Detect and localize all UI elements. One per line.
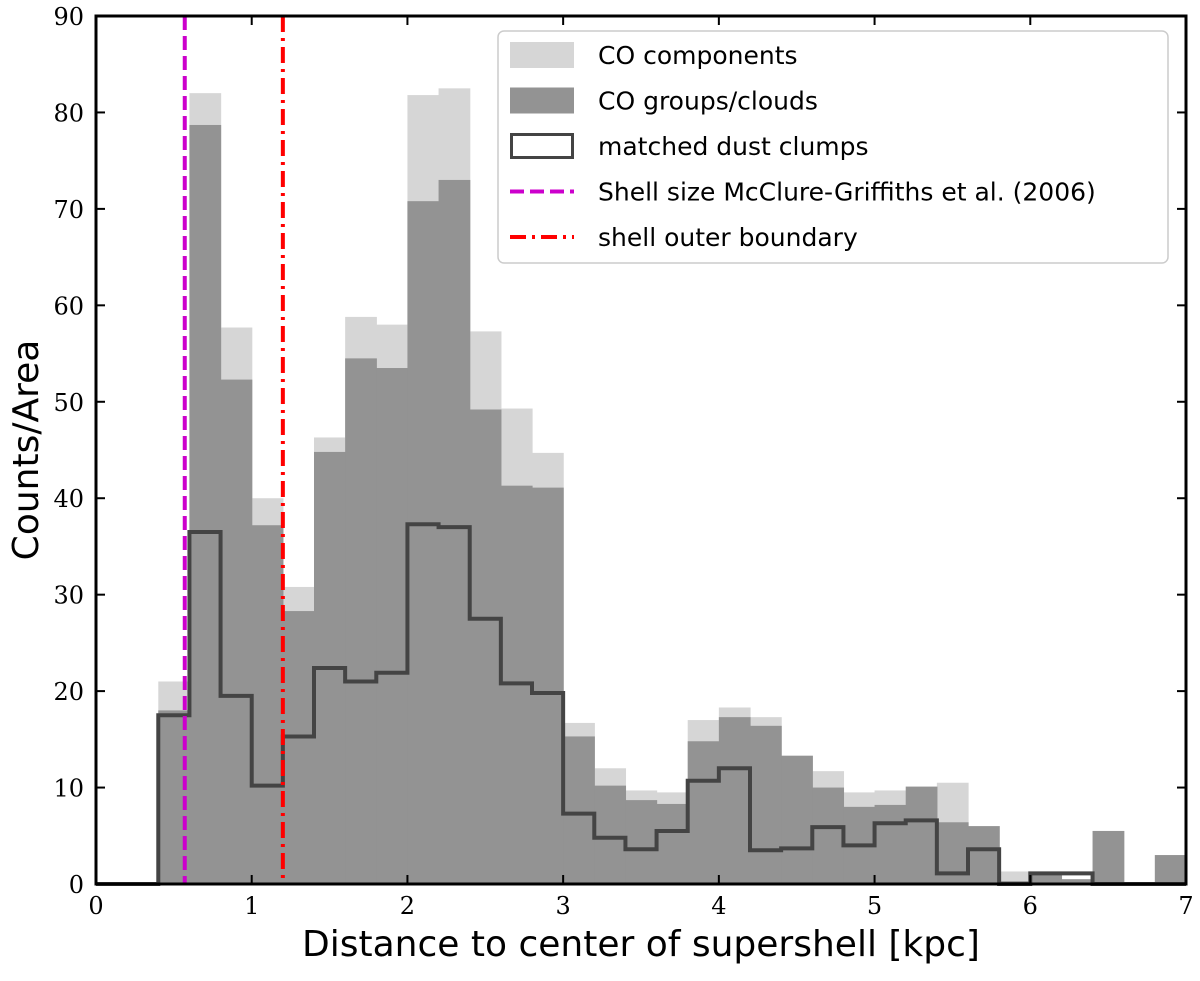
x-tick-label: 0 [88, 892, 103, 920]
y-tick-label: 60 [53, 292, 84, 320]
legend-handle-patch [510, 87, 574, 114]
y-tick-label: 10 [53, 775, 84, 803]
legend: CO components CO groups/clouds matched dus… [497, 30, 1169, 264]
bar-co-groups-34 [1154, 855, 1187, 884]
x-tick-label: 4 [711, 892, 726, 920]
bar-co-groups-5 [251, 525, 284, 884]
y-tick-label: 40 [53, 485, 84, 513]
y-tick-label: 80 [53, 99, 84, 127]
axes-frame [94, 14, 1188, 886]
bar-co-groups-11 [438, 179, 471, 884]
x-tick-label: 7 [1178, 892, 1193, 920]
bar-co-groups-10 [407, 201, 440, 884]
bar-co-groups-30 [1030, 874, 1063, 884]
y-tick-label: 50 [53, 389, 84, 417]
x-tick-label: 6 [1023, 892, 1038, 920]
bar-co-groups-28 [968, 826, 1000, 884]
bar-co-groups-16 [594, 785, 627, 884]
bar-co-groups-18 [656, 803, 689, 884]
legend-label: matched dust clumps [598, 132, 869, 161]
bar-co-groups-22 [781, 755, 813, 884]
bar-co-groups-8 [345, 358, 377, 884]
bar-co-groups-14 [532, 487, 564, 884]
bar-co-groups-9 [376, 368, 409, 884]
y-tick-label: 70 [53, 196, 84, 224]
legend-box [497, 30, 1169, 264]
bar-co-groups-12 [469, 409, 502, 884]
legend-label: shell outer boundary [598, 223, 858, 252]
bar-co-groups-31 [1061, 879, 1094, 884]
bar-co-groups-17 [625, 800, 658, 884]
y-tick-label: 20 [53, 678, 84, 706]
bar-co-groups-25 [874, 804, 907, 884]
bar-co-groups-6 [282, 611, 315, 884]
x-tick-label: 1 [244, 892, 259, 920]
legend-label: CO components [598, 41, 798, 70]
plot-area [96, 16, 1187, 886]
bar-co-groups-21 [750, 725, 782, 884]
legend-handle-patch [510, 42, 574, 68]
bar-co-groups-19 [687, 741, 720, 884]
bar-co-groups-3 [189, 124, 222, 884]
legend-label: CO groups/clouds [598, 87, 818, 116]
y-tick-label: 0 [69, 871, 84, 899]
bar-co-groups-32 [1092, 830, 1125, 884]
legend-label: Shell size McClure-Griffiths et al. (200… [598, 178, 1096, 207]
x-tick-label: 2 [400, 892, 415, 920]
y-tick-label: 90 [53, 3, 84, 31]
bar-co-groups-4 [220, 379, 253, 884]
x-axis-label: Distance to center of supershell [kpc] [302, 924, 980, 965]
x-tick-label: 3 [556, 892, 571, 920]
bar-co-components-29 [999, 871, 1031, 884]
y-tick-label: 30 [53, 582, 84, 610]
bar-co-groups-15 [563, 736, 595, 884]
x-tick-label: 5 [867, 892, 882, 920]
y-axis-label: Counts/Area [6, 340, 47, 561]
bar-co-groups-26 [905, 786, 938, 884]
bar-co-groups-23 [812, 787, 845, 884]
bar-co-groups-20 [718, 717, 751, 884]
legend-handle-outline [510, 133, 574, 159]
